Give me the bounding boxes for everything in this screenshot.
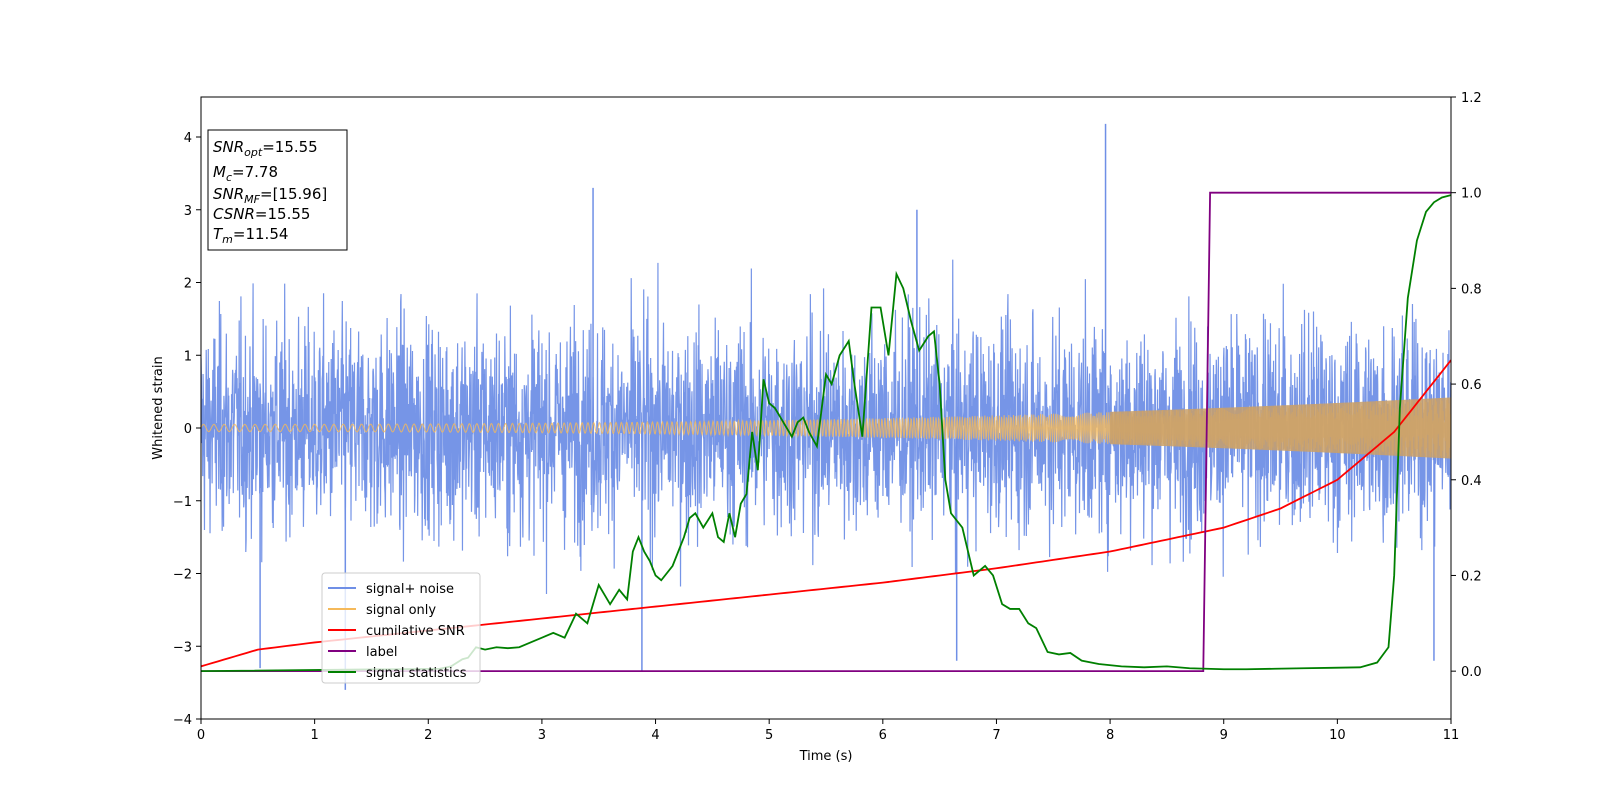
x-tick-label: 3 [538,728,546,743]
info-box-line: Tm=11.54 [213,225,288,246]
info-box-frame [207,129,348,251]
x-tick-label: 0 [197,728,205,743]
y-tick-label: −2 [173,568,192,583]
legend-label: cumilative SNR [366,624,465,639]
right-y-tick-label: 1.2 [1461,91,1482,106]
y-tick-label: −3 [173,640,192,655]
signal-noise-line [201,259,1451,594]
y-tick-label: 0 [184,422,192,437]
y-tick-label: −4 [173,713,192,728]
y-tick-label: 3 [184,204,192,219]
x-tick-label: 1 [310,728,318,743]
x-tick-label: 7 [992,728,1000,743]
signal-statistics-line [201,194,1451,673]
legend-label: signal+ noise [366,582,454,597]
y-tick-label: 1 [184,349,192,364]
legend-label: signal statistics [366,666,467,681]
info-box-line: CSNR=15.55 [213,205,310,223]
signal-only-layer [201,397,1451,459]
legend-frame [321,572,481,684]
x-tick-label: 4 [651,728,659,743]
y-axis-label: Whitened strain [151,356,166,459]
y-tick-label: 2 [184,277,192,292]
signal-only-envelope [1110,397,1451,459]
x-tick-label: 9 [1220,728,1228,743]
x-axis-label: Time (s) [799,749,853,764]
info-box-line: SNRopt=15.55 [213,138,318,159]
y-tick-label: −1 [173,495,192,510]
legend-label: label [366,645,397,660]
x-tick-label: 2 [424,728,432,743]
y-axis-ticks: −4 −3 −2 −1 0 1 2 3 4 [173,131,201,728]
x-tick-label: 11 [1443,728,1460,743]
label-line [201,191,1451,673]
plot-frame [200,96,1452,720]
x-tick-label: 10 [1329,728,1346,743]
right-y-tick-label: 0.4 [1461,474,1482,489]
right-y-tick-label: 1.0 [1461,187,1482,202]
legend: signal+ noise signal only cumilative SNR la… [321,572,481,684]
right-y-tick-label: 0.8 [1461,282,1482,297]
info-box-line: SNRMF=[15.96] [213,185,327,206]
signal-noise-layer [201,123,1451,690]
x-tick-label: 6 [879,728,887,743]
info-box-line: Mc=7.78 [213,163,278,184]
x-tick-label: 8 [1106,728,1114,743]
right-y-axis-ticks: 0.0 0.2 0.4 0.6 0.8 1.0 1.2 [1451,91,1482,680]
x-tick-label: 5 [765,728,773,743]
metrics-info-box: SNRopt=15.55 Mc=7.78SNRMF=[15.96]CSNR=15.… [207,129,348,251]
legend-label: signal only [366,603,436,618]
right-y-tick-label: 0.6 [1461,378,1482,393]
x-axis-ticks: 0 1 2 3 4 5 6 7 8 9 10 11 [197,719,1459,743]
right-y-tick-label: 0.2 [1461,569,1482,584]
right-y-tick-label: 0.0 [1461,665,1482,680]
y-tick-label: 4 [184,131,192,146]
